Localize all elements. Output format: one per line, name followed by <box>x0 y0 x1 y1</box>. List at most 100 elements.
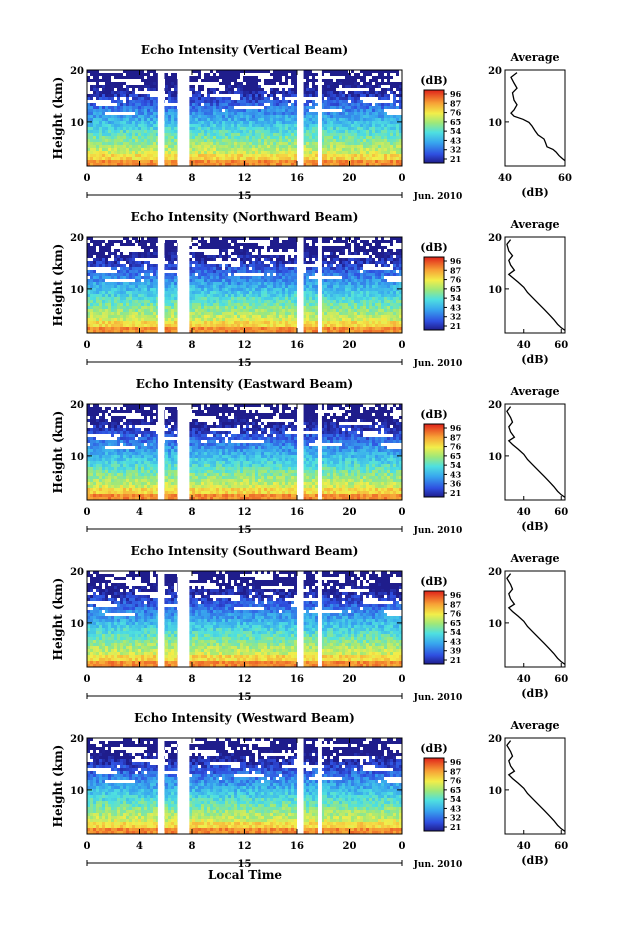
heatmap-cell <box>216 282 219 285</box>
heatmap-cell <box>192 94 195 97</box>
heatmap-cell <box>342 288 345 291</box>
heatmap-cell <box>156 103 159 106</box>
heatmap-cell <box>195 258 198 261</box>
heatmap-cell <box>273 300 276 303</box>
heatmap-cell <box>273 243 276 246</box>
heatmap-cell <box>207 160 210 163</box>
heatmap-cell <box>288 261 291 264</box>
heatmap-cell <box>231 157 234 160</box>
heatmap-cell <box>357 100 360 103</box>
heatmap-cell <box>108 243 111 246</box>
heatmap-cell <box>270 103 273 106</box>
heatmap-cell <box>204 151 207 154</box>
heatmap-cell <box>210 127 213 130</box>
heatmap-cell <box>201 261 204 264</box>
heatmap-cell <box>144 273 147 276</box>
heatmap-cell <box>249 79 252 82</box>
heatmap-cell <box>120 85 123 88</box>
heatmap-cell <box>156 240 159 243</box>
heatmap-cell <box>156 106 159 109</box>
heatmap-cell <box>117 261 120 264</box>
heatmap-cell <box>315 118 318 121</box>
heatmap-cell <box>366 94 369 97</box>
heatmap-cell <box>255 124 258 127</box>
heatmap-cell <box>171 276 174 279</box>
heatmap-cell <box>96 121 99 124</box>
heatmap-cell <box>207 288 210 291</box>
heatmap-cell <box>138 264 141 267</box>
heatmap-cell <box>366 139 369 142</box>
heatmap-cell <box>114 163 117 166</box>
heatmap-cell <box>375 109 378 112</box>
heatmap-cell <box>165 252 168 255</box>
heatmap-cell <box>330 97 333 100</box>
heatmap-cell <box>270 255 273 258</box>
heatmap-cell <box>294 160 297 163</box>
heatmap-cell <box>240 70 243 73</box>
heatmap-cell <box>252 267 255 270</box>
heatmap-cell <box>96 145 99 148</box>
heatmap-cell <box>210 121 213 124</box>
heatmap-cell <box>264 127 267 130</box>
average-y-tick-label: 20 <box>488 66 502 77</box>
heatmap-cell <box>117 264 120 267</box>
heatmap-cell <box>279 136 282 139</box>
heatmap-cell <box>351 276 354 279</box>
heatmap-cell <box>279 258 282 261</box>
heatmap-cell <box>192 252 195 255</box>
heatmap-cell <box>309 148 312 151</box>
heatmap-cell <box>348 121 351 124</box>
heatmap-cell <box>315 127 318 130</box>
heatmap-cell <box>258 133 261 136</box>
heatmap-cell <box>147 255 150 258</box>
heatmap-cell <box>309 100 312 103</box>
heatmap-cell <box>132 133 135 136</box>
heatmap-cell <box>249 88 252 91</box>
heatmap-cell <box>396 282 399 285</box>
heatmap-cell <box>201 270 204 273</box>
heatmap-cell <box>366 127 369 130</box>
heatmap-cell <box>198 145 201 148</box>
heatmap-cell <box>105 97 108 100</box>
heatmap-cell <box>354 91 357 94</box>
heatmap-cell <box>219 279 222 282</box>
heatmap-cell <box>135 100 138 103</box>
heatmap-cell <box>231 285 234 288</box>
heatmap-cell <box>153 109 156 112</box>
heatmap-cell <box>144 291 147 294</box>
heatmap-cell <box>102 285 105 288</box>
heatmap-cell <box>330 246 333 249</box>
heatmap-cell <box>249 85 252 88</box>
heatmap-cell <box>261 133 264 136</box>
heatmap-cell <box>204 157 207 160</box>
heatmap-cell <box>339 300 342 303</box>
heatmap-cell <box>93 88 96 91</box>
heatmap-cell <box>105 294 108 297</box>
heatmap-cell <box>288 291 291 294</box>
heatmap-cell <box>279 133 282 136</box>
heatmap-cell <box>201 136 204 139</box>
date-label: Jun. 2010 <box>413 192 463 202</box>
heatmap-cell <box>276 100 279 103</box>
heatmap-cell <box>276 255 279 258</box>
heatmap-cell <box>222 133 225 136</box>
heatmap-cell <box>366 270 369 273</box>
heatmap-cell <box>192 88 195 91</box>
heatmap-cell <box>213 136 216 139</box>
heatmap-cell <box>291 136 294 139</box>
heatmap-cell <box>207 148 210 151</box>
heatmap-cell <box>192 276 195 279</box>
heatmap-cell <box>240 151 243 154</box>
heatmap-cell <box>357 243 360 246</box>
heatmap-cell <box>252 76 255 79</box>
heatmap-cell <box>240 303 243 306</box>
heatmap-cell <box>282 270 285 273</box>
heatmap-cell <box>147 103 150 106</box>
heatmap-cell <box>375 261 378 264</box>
heatmap-cell <box>315 163 318 166</box>
heatmap-cell <box>282 160 285 163</box>
heatmap-cell <box>357 121 360 124</box>
heatmap-cell <box>108 276 111 279</box>
heatmap-cell <box>348 291 351 294</box>
heatmap-cell <box>147 88 150 91</box>
